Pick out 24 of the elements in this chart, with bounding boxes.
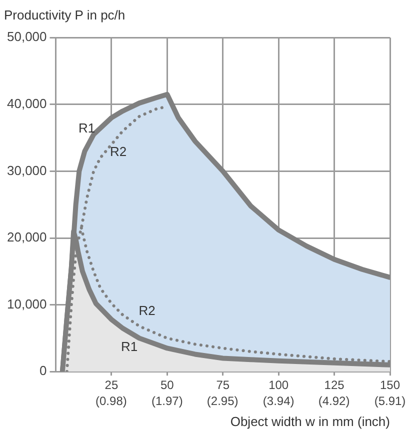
x2-tick-label: (2.95) bbox=[206, 394, 238, 408]
y-tick-label: 30,000 bbox=[6, 162, 47, 178]
x2-tick-label: (4.92) bbox=[318, 394, 350, 408]
y-tick-label: 10,000 bbox=[6, 296, 47, 312]
x2-tick-label: (3.94) bbox=[262, 394, 294, 408]
y-tick-label: 0 bbox=[40, 363, 47, 378]
x2-tick-label: (5.91) bbox=[374, 394, 406, 408]
x2-tick-label: (1.97) bbox=[151, 394, 183, 408]
x-tick-label: 125 bbox=[324, 378, 345, 392]
x2-tick-label: (0.98) bbox=[96, 394, 127, 408]
y-tick-label: 50,000 bbox=[6, 29, 47, 44]
x-axis-title: Object width w in mm (inch) bbox=[230, 414, 390, 429]
x-tick-label: 75 bbox=[216, 378, 230, 392]
annotation: R2 bbox=[110, 144, 127, 160]
x-tick-label: 150 bbox=[380, 378, 400, 392]
annotation: R1 bbox=[78, 120, 96, 136]
y-tick-label: 20,000 bbox=[6, 230, 47, 245]
y-axis-title: Productivity P in pc/h bbox=[4, 7, 126, 22]
x-tick-label: 50 bbox=[160, 378, 174, 392]
x-tick-label: 100 bbox=[268, 378, 289, 392]
annotation: R2 bbox=[138, 303, 156, 318]
annotation: R1 bbox=[120, 339, 138, 354]
y-tick-label: 40,000 bbox=[6, 96, 47, 111]
x-tick-label: 25 bbox=[104, 378, 118, 392]
